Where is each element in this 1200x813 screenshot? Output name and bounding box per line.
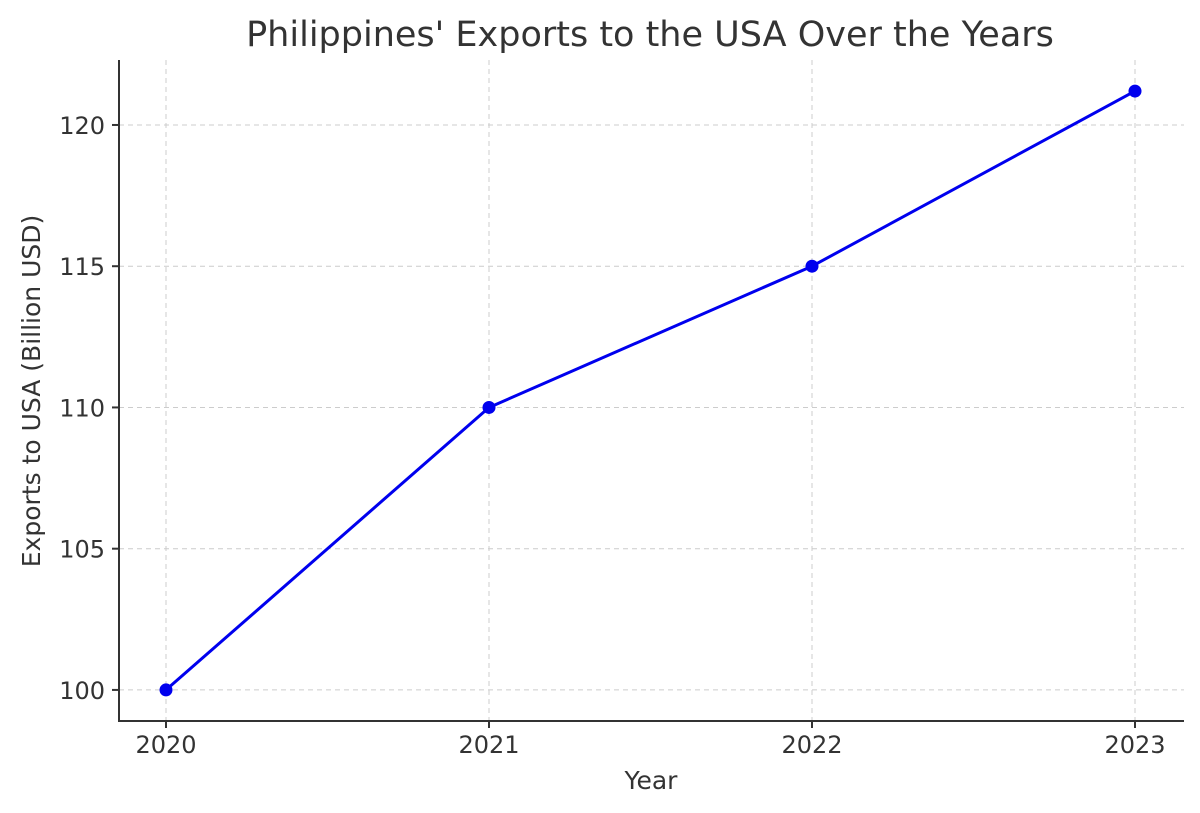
- x-tick-label: 2021: [458, 731, 519, 759]
- x-axis-label: Year: [624, 766, 679, 795]
- data-point: [805, 259, 819, 273]
- grid-layer: [119, 60, 1184, 721]
- x-tick-label: 2023: [1104, 731, 1165, 759]
- y-tick-label: 100: [59, 677, 105, 705]
- data-point: [1128, 84, 1142, 98]
- ticks-layer: 2020 2021 2022 2023 100 105 110 115 120: [59, 112, 1165, 759]
- data-point: [482, 400, 496, 414]
- series-layer: [159, 84, 1142, 697]
- data-point: [159, 683, 173, 697]
- y-tick-label: 110: [59, 394, 105, 422]
- chart-title: Philippines' Exports to the USA Over the…: [246, 15, 1054, 55]
- axes-layer: [118, 60, 1184, 722]
- x-tick-label: 2020: [135, 731, 196, 759]
- x-tick-label: 2022: [781, 731, 842, 759]
- y-tick-label: 115: [59, 253, 105, 281]
- series-line: [164, 89, 1137, 692]
- y-tick-label: 105: [59, 536, 105, 564]
- y-tick-label: 120: [59, 112, 105, 140]
- y-axis-label: Exports to USA (Billion USD): [17, 215, 46, 567]
